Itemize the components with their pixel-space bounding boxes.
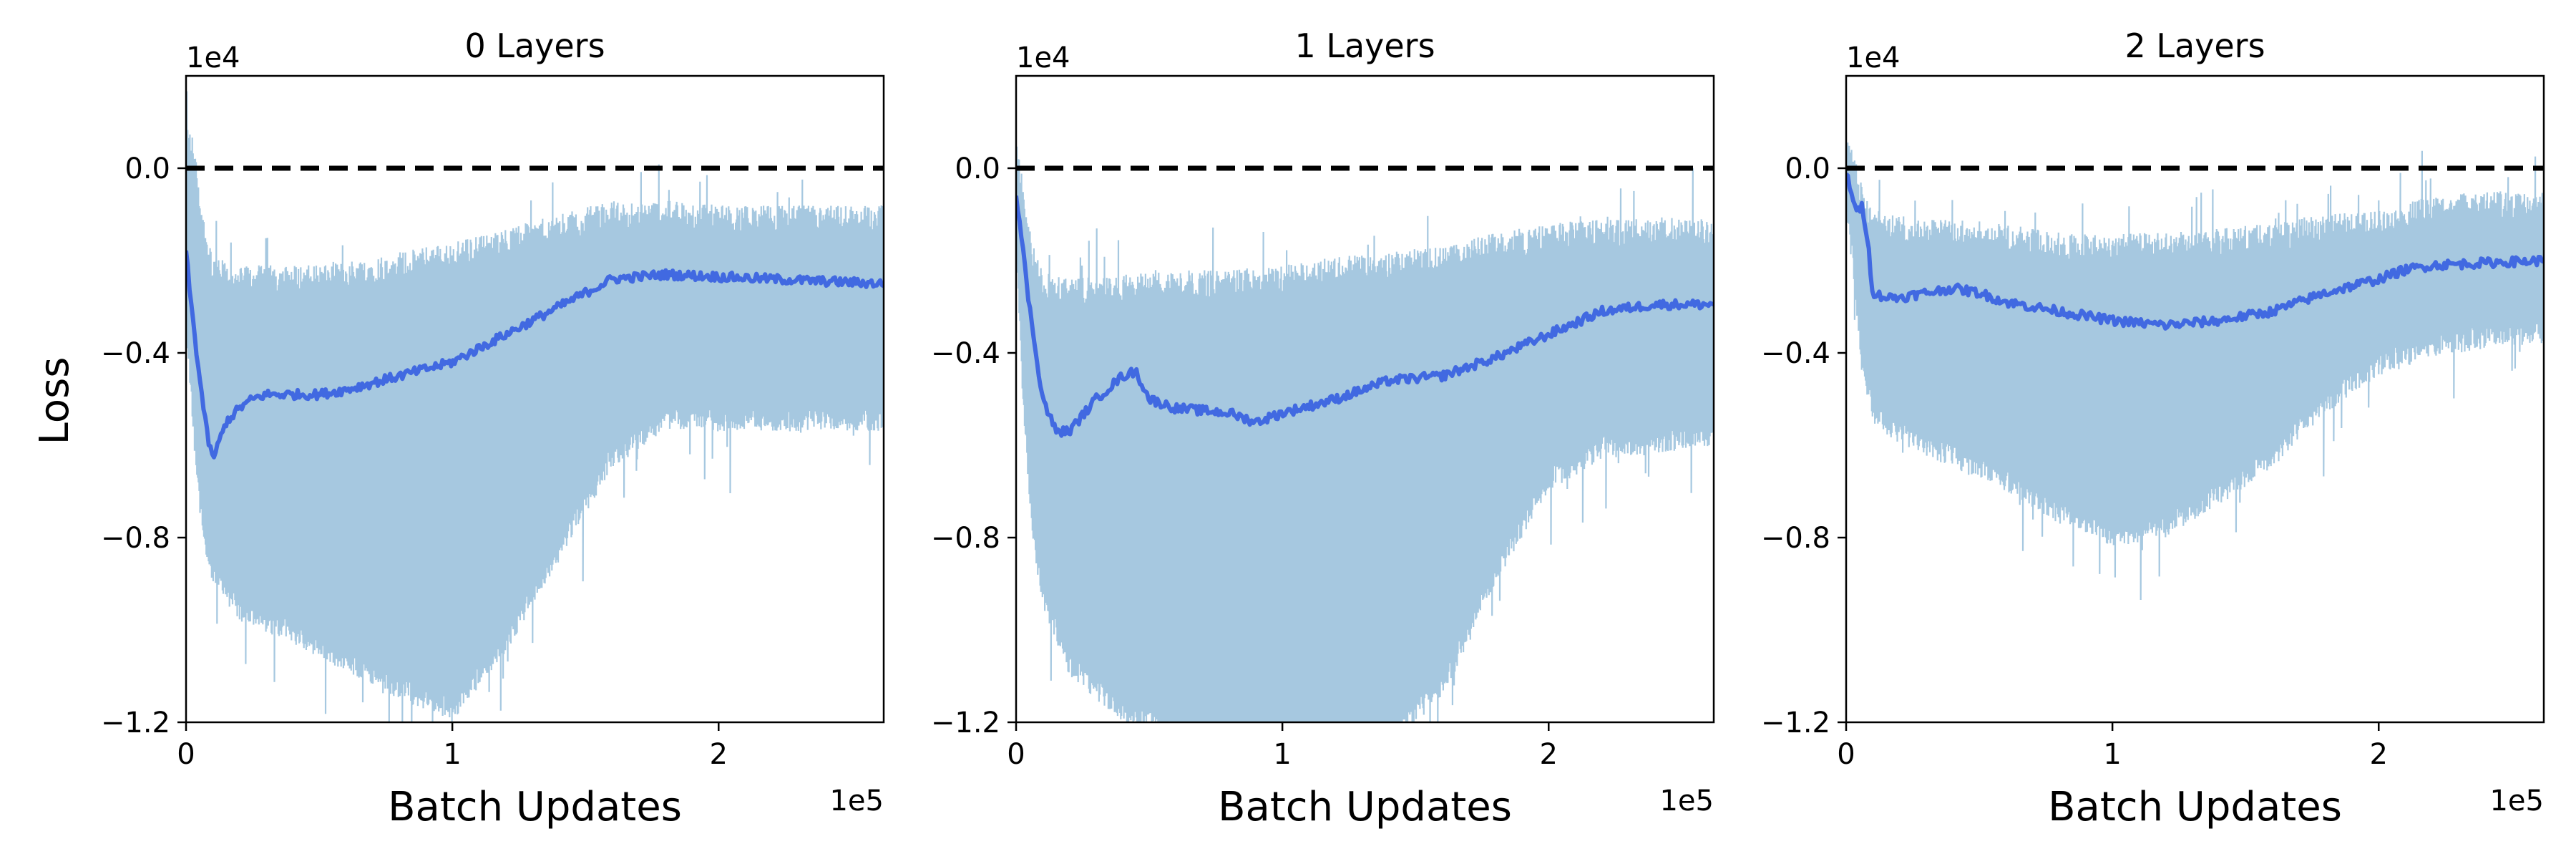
x-tick-label: 0 (1007, 738, 1025, 771)
x-tick-label: 1 (2103, 738, 2121, 771)
axes-frame (1015, 74, 1715, 724)
y-tick-label: −0.4 (1761, 337, 1830, 370)
chart-panel-2: 0.0 −0.4 −0.8 −1.20 1 2 1e4 1e5 2 Layers Batch Up… (1761, 26, 2545, 830)
y-tick-label: −1.2 (931, 707, 1000, 739)
axes-frame (1845, 74, 2545, 724)
plot-area (1016, 146, 1714, 722)
x-offset-label: 1e5 (2489, 785, 2544, 817)
x-tick-label: 2 (2370, 738, 2388, 771)
smoothed-loss-line (1016, 195, 1714, 438)
raw-loss-band (1016, 146, 1714, 722)
plot-area (186, 91, 884, 722)
chart-title: 0 Layers (464, 26, 605, 65)
x-axis-label: Batch Updates (388, 784, 682, 830)
smoothed-loss-line (1846, 173, 2544, 331)
chart-title: 1 Layers (1294, 26, 1435, 65)
chart-panel-1: 0.0 −0.4 −0.8 −1.20 1 2 1e4 1e5 1 Layers Batch Up… (931, 26, 1715, 830)
x-tick-label: 1 (1273, 738, 1291, 771)
x-tick-label: 2 (1540, 738, 1558, 771)
raw-loss-band (1846, 142, 2544, 601)
y-tick-label: −0.8 (101, 522, 170, 555)
x-offset-label: 1e5 (1659, 785, 1714, 817)
y-axis-label: Loss (31, 357, 78, 445)
axes-frame (185, 74, 885, 724)
x-tick-label: 0 (177, 738, 195, 771)
x-tick-label: 1 (443, 738, 461, 771)
smoothed-loss-line (186, 250, 884, 460)
y-tick-label: −0.8 (931, 522, 1000, 555)
y-offset-label: 1e4 (186, 42, 240, 74)
x-offset-label: 1e5 (829, 785, 884, 817)
chart-title: 2 Layers (2124, 26, 2265, 65)
y-offset-label: 1e4 (1846, 42, 1901, 74)
y-tick-label: 0.0 (955, 152, 1000, 185)
y-offset-label: 1e4 (1016, 42, 1070, 74)
y-tick-label: 0.0 (1785, 152, 1830, 185)
y-tick-label: −0.8 (1761, 522, 1830, 555)
y-tick-label: −1.2 (1761, 707, 1830, 739)
chart-panel-0: 0.0 −0.4 −0.8 −1.20 1 2 1e4 1e5 0 Layers Batch Up… (101, 26, 885, 830)
raw-loss-band (186, 91, 884, 722)
plot-area (1846, 142, 2544, 601)
y-tick-label: −0.4 (931, 337, 1000, 370)
x-tick-label: 0 (1837, 738, 1855, 771)
x-tick-label: 2 (710, 738, 728, 771)
x-axis-label: Batch Updates (2048, 784, 2342, 830)
y-tick-label: 0.0 (125, 152, 170, 185)
x-axis-label: Batch Updates (1218, 784, 1512, 830)
y-tick-label: −1.2 (101, 707, 170, 739)
y-tick-label: −0.4 (101, 337, 170, 370)
